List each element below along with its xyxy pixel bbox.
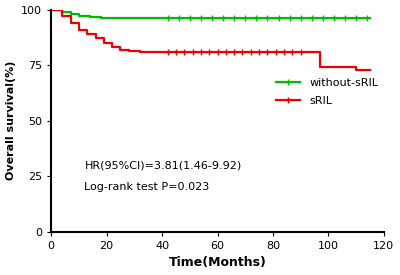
Text: Log-rank test P=0.023: Log-rank test P=0.023 xyxy=(84,182,210,192)
Legend: without-sRIL, sRIL: without-sRIL, sRIL xyxy=(276,78,378,106)
Text: HR(95%CI)=3.81(1.46-9.92): HR(95%CI)=3.81(1.46-9.92) xyxy=(84,160,242,170)
Y-axis label: Overall survival(%): Overall survival(%) xyxy=(6,61,16,180)
X-axis label: Time(Months): Time(Months) xyxy=(168,257,266,269)
